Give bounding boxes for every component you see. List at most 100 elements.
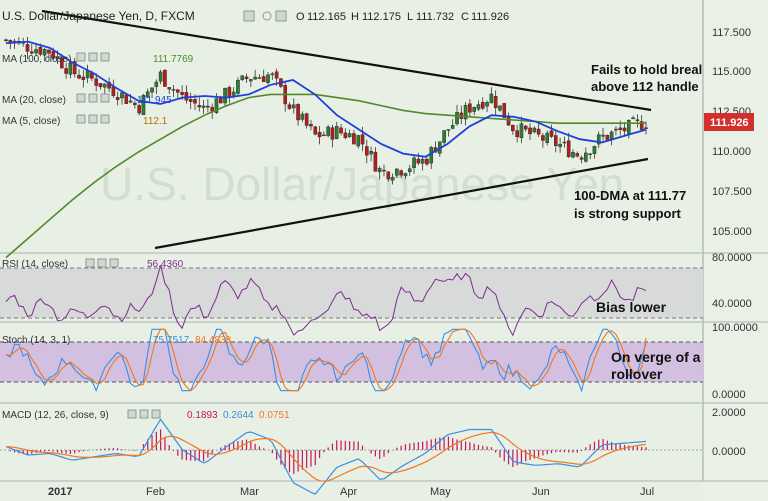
candle-down <box>244 76 249 80</box>
candle-up <box>420 158 425 164</box>
candle-up <box>356 135 361 147</box>
candle-up <box>231 91 236 96</box>
candle-up <box>102 83 107 88</box>
candle-up <box>55 56 60 59</box>
visibility-icon[interactable] <box>262 11 272 21</box>
dropdown-icon[interactable] <box>243 10 255 22</box>
ma5-value: 112.1 <box>143 116 168 127</box>
candle-down <box>579 157 584 160</box>
candle-down <box>523 125 528 130</box>
candle-down <box>575 153 580 157</box>
settings-icon[interactable] <box>275 10 287 22</box>
ma20-gear-icon[interactable] <box>88 93 98 103</box>
candle-up <box>545 132 550 144</box>
ma5-eye-icon[interactable] <box>76 114 86 124</box>
candle-up <box>562 141 567 144</box>
ma5-close-icon[interactable] <box>100 114 110 124</box>
candle-up <box>627 119 631 134</box>
ma20-close-icon[interactable] <box>100 93 110 103</box>
annotations: Fails to hold breal above 112 handle 100… <box>574 62 702 382</box>
candle-down <box>218 98 223 104</box>
time-label-jun: Jun <box>532 486 550 498</box>
candle-up <box>257 77 262 79</box>
ma5-gear-icon[interactable] <box>88 114 98 124</box>
candle-up <box>644 127 648 129</box>
ma20-value: 111.945 <box>137 95 172 106</box>
stoch-tick-0: 0.0000 <box>712 389 746 401</box>
ohlc-h-label: H <box>351 11 359 23</box>
annotation-support-line2: is strong support <box>574 206 682 221</box>
candle-up <box>455 112 459 125</box>
support-trendline[interactable] <box>154 157 649 250</box>
time-label-jul: Jul <box>640 486 654 498</box>
candle-down <box>77 74 81 79</box>
candle-down <box>635 119 640 121</box>
time-label-feb: Feb <box>146 486 165 498</box>
candle-down <box>493 96 498 109</box>
candle-up <box>407 168 412 173</box>
macd-eye-icon[interactable] <box>127 409 137 419</box>
rsi-line <box>5 265 647 337</box>
ma20-icons <box>76 93 110 103</box>
rsi-eye-icon[interactable] <box>85 258 95 268</box>
ma20-eye-icon[interactable] <box>76 93 86 103</box>
candle-down <box>210 107 214 112</box>
candle-up <box>532 127 537 133</box>
candle-down <box>304 113 309 126</box>
candle-up <box>158 71 163 82</box>
rsi-gear-icon[interactable] <box>97 258 107 268</box>
candle-down <box>468 103 472 113</box>
candle-down <box>261 76 266 82</box>
candle-up <box>240 75 245 81</box>
candle-down <box>180 92 184 95</box>
candle-down <box>184 92 189 101</box>
annotation-stoch-line1: On verge of a <box>611 349 701 365</box>
candle-up <box>322 134 326 137</box>
macd-gear-icon[interactable] <box>139 409 149 419</box>
ohlc-readout: O 112.165 H 112.175 L 111.732 C 111.926 <box>296 11 509 23</box>
candle-down <box>296 104 300 121</box>
stoch-label: Stoch (14, 3, 1) <box>2 335 70 346</box>
time-axis: 2017 Feb Mar Apr May Jun Jul <box>48 486 654 498</box>
watermark: U.S. Dollar/Japanese Yen <box>100 158 624 210</box>
candle-down <box>94 78 99 86</box>
candle-down <box>51 51 56 59</box>
candle-down <box>373 151 378 172</box>
candle-down <box>137 105 141 114</box>
ohlc-c-value: 111.926 <box>471 11 509 23</box>
candle-up <box>609 131 614 140</box>
ma100-gear-icon[interactable] <box>88 52 98 62</box>
ma20-line <box>5 40 647 158</box>
candle-up <box>390 177 395 181</box>
time-label-mar: Mar <box>240 486 259 498</box>
candle-down <box>352 133 356 145</box>
candle-up <box>442 130 446 143</box>
candle-down <box>382 169 386 172</box>
ma100-close-icon[interactable] <box>100 52 110 62</box>
ohlc-o-value: 112.165 <box>307 11 346 23</box>
candle-up <box>34 49 38 54</box>
candle-down <box>360 134 365 145</box>
series-layer <box>4 36 648 495</box>
stoch-d-value: 84.4838 <box>195 335 232 346</box>
macd-close-icon[interactable] <box>151 409 161 419</box>
candle-up <box>446 129 451 131</box>
candle-up <box>463 105 468 120</box>
candle-up <box>377 168 382 173</box>
candle-down <box>176 89 180 93</box>
current-price-tag <box>704 113 754 131</box>
price-tick-6: 105.000 <box>712 226 752 238</box>
candle-down <box>553 135 558 146</box>
candle-up <box>223 87 227 104</box>
candle-up <box>253 76 257 80</box>
header-icons <box>243 10 287 22</box>
candle-up <box>476 104 481 110</box>
candle-down <box>365 146 369 156</box>
ma100-eye-icon[interactable] <box>76 52 86 62</box>
candle-up <box>214 98 219 113</box>
candle-down <box>618 127 623 130</box>
rsi-close-icon[interactable] <box>109 258 119 268</box>
resistance-trendline[interactable] <box>41 9 652 112</box>
macd-label: MACD (12, 26, close, 9) <box>2 410 109 421</box>
candle-down <box>605 134 610 140</box>
